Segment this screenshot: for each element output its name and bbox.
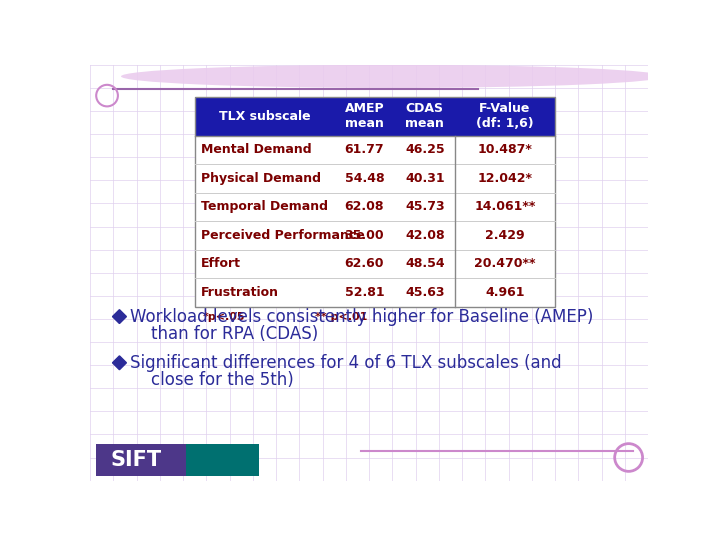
Bar <box>194 164 555 193</box>
Text: than for RPA (CDAS): than for RPA (CDAS) <box>130 325 318 342</box>
Text: 42.08: 42.08 <box>405 229 445 242</box>
Text: TLX subscale: TLX subscale <box>219 110 310 123</box>
Text: Significant differences for 4 of 6 TLX subscales (and: Significant differences for 4 of 6 TLX s… <box>130 354 562 372</box>
Polygon shape <box>112 309 127 323</box>
Text: 35.00: 35.00 <box>345 229 384 242</box>
Text: *p<.05: *p<.05 <box>202 312 245 322</box>
Text: 62.08: 62.08 <box>345 200 384 213</box>
Text: ** p<.01: ** p<.01 <box>315 312 367 322</box>
Bar <box>194 249 555 278</box>
Text: Physical Demand: Physical Demand <box>201 172 321 185</box>
Text: Frustration: Frustration <box>201 286 279 299</box>
Bar <box>194 193 555 221</box>
Text: 46.25: 46.25 <box>405 144 445 157</box>
Bar <box>96 444 186 476</box>
Text: close for the 5th): close for the 5th) <box>130 371 294 389</box>
Text: AMEP
mean: AMEP mean <box>345 103 384 130</box>
Text: 2.429: 2.429 <box>485 229 525 242</box>
Text: 45.73: 45.73 <box>405 200 445 213</box>
Text: 12.042*: 12.042* <box>477 172 533 185</box>
Text: Perceived Performance: Perceived Performance <box>201 229 364 242</box>
Text: F-Value
(df: 1,6): F-Value (df: 1,6) <box>476 103 534 130</box>
Ellipse shape <box>121 65 664 88</box>
Text: Effort: Effort <box>201 258 240 271</box>
Text: 62.60: 62.60 <box>345 258 384 271</box>
Text: 14.061**: 14.061** <box>474 200 536 213</box>
Text: Mental Demand: Mental Demand <box>201 144 312 157</box>
Bar <box>194 97 555 307</box>
Text: 10.487*: 10.487* <box>477 144 533 157</box>
Bar <box>194 136 555 164</box>
Text: SIFT: SIFT <box>110 450 161 470</box>
Text: CDAS
mean: CDAS mean <box>405 103 444 130</box>
Text: 61.77: 61.77 <box>345 144 384 157</box>
Text: 48.54: 48.54 <box>405 258 445 271</box>
Text: Workload levels consistently higher for Baseline (AMEP): Workload levels consistently higher for … <box>130 308 594 326</box>
Text: 40.31: 40.31 <box>405 172 445 185</box>
Text: 52.81: 52.81 <box>345 286 384 299</box>
Text: Temporal Demand: Temporal Demand <box>201 200 328 213</box>
Bar <box>96 444 259 476</box>
Text: 45.63: 45.63 <box>405 286 444 299</box>
Text: 4.961: 4.961 <box>485 286 525 299</box>
Polygon shape <box>112 356 127 370</box>
Bar <box>194 278 555 307</box>
Bar <box>194 97 555 136</box>
Text: 54.48: 54.48 <box>345 172 384 185</box>
Text: 20.470**: 20.470** <box>474 258 536 271</box>
Bar <box>194 221 555 249</box>
